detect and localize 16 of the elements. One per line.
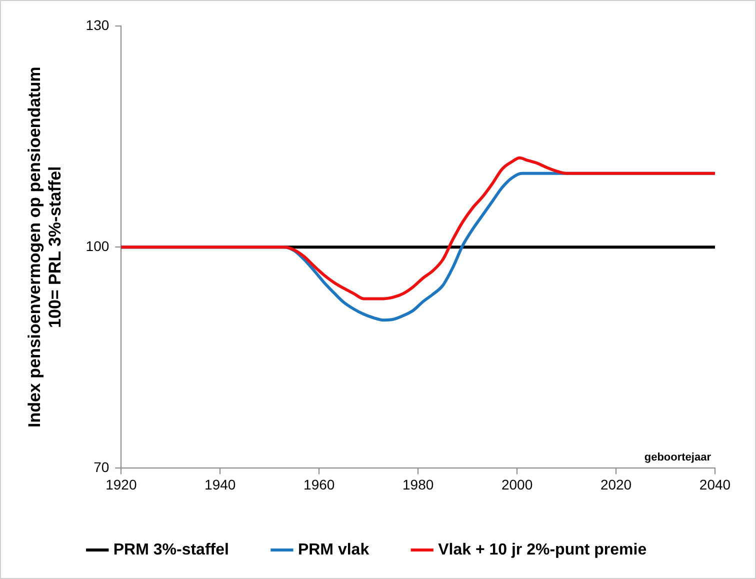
annotation: geboortejaar [644,452,712,464]
y-tick-label: 70 [94,459,110,476]
y-tick-label: 100 [86,238,110,254]
x-tick-label: 1940 [204,476,236,492]
line-series [121,156,715,300]
y-tick-label: 130 [86,16,110,33]
x-tick-label: 1980 [402,476,434,492]
legend-label: PRM vlak [298,541,370,558]
x-tick-label: 2000 [501,476,533,492]
x-tick-label: 2040 [699,476,731,492]
legend-label: PRM 3%-staffel [113,541,229,558]
y-axis-title: Index pensioenvermogen op pensioendatum 100= PRL 3%-staffel [24,66,64,428]
legend-label: Vlak + 10 jr 2%-punt premie [438,541,647,558]
x-tick-label: 2020 [600,476,632,492]
x-tick-label: 1960 [304,476,335,492]
x-tick-label: 1920 [106,476,137,492]
